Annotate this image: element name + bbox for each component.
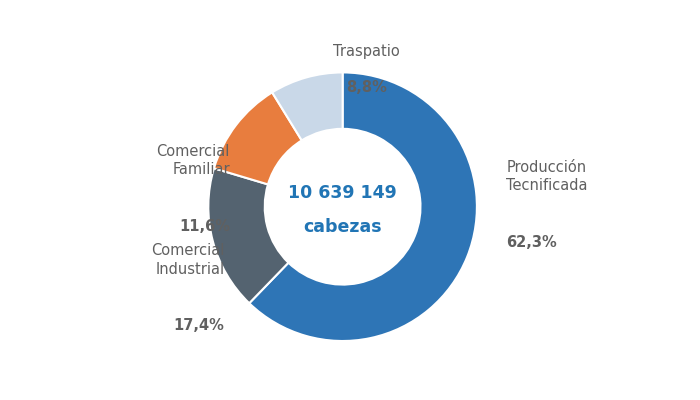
Text: Comercial
Industrial: Comercial Industrial bbox=[151, 243, 225, 276]
Text: Comercial
Familiar: Comercial Familiar bbox=[156, 144, 230, 177]
Text: Producción
Tecnificada: Producción Tecnificada bbox=[506, 160, 588, 193]
Wedge shape bbox=[272, 72, 342, 140]
Wedge shape bbox=[209, 168, 288, 303]
Text: 17,4%: 17,4% bbox=[174, 318, 225, 333]
Wedge shape bbox=[214, 92, 302, 184]
Text: cabezas: cabezas bbox=[303, 218, 382, 236]
Wedge shape bbox=[249, 72, 477, 341]
Text: Traspatio: Traspatio bbox=[333, 44, 400, 59]
Text: 10 639 149: 10 639 149 bbox=[288, 184, 397, 202]
Text: 8,8%: 8,8% bbox=[346, 80, 387, 95]
Text: 62,3%: 62,3% bbox=[506, 235, 557, 250]
Text: 11,6%: 11,6% bbox=[178, 219, 230, 234]
